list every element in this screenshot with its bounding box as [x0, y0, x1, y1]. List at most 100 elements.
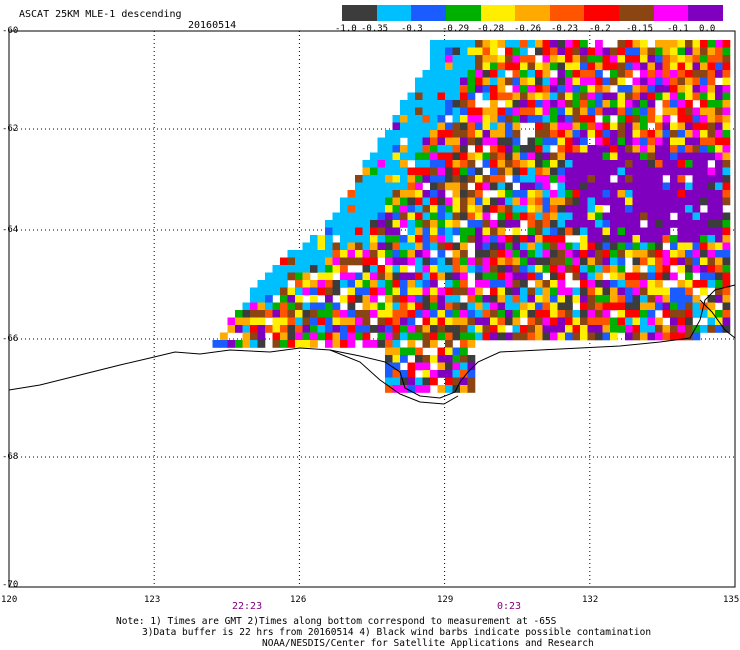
swath-cell — [557, 317, 566, 326]
swath-cell — [677, 100, 686, 108]
swath-cell — [452, 152, 461, 161]
swath-cell — [602, 137, 611, 146]
swath-cell — [557, 272, 566, 281]
swath-cell — [692, 92, 701, 101]
swath-cell — [362, 317, 371, 326]
swath-cell — [587, 220, 596, 228]
swath-cell — [445, 145, 453, 153]
swath-cell — [550, 77, 558, 86]
swath-cell — [287, 250, 296, 258]
swath-cell — [580, 205, 588, 213]
swath-cell — [550, 287, 558, 296]
swath-cell — [655, 332, 663, 341]
swath-cell — [355, 235, 363, 243]
swath-cell — [490, 250, 498, 258]
swath-cell — [655, 235, 663, 243]
swath-cell — [520, 302, 528, 311]
swath-cell — [437, 40, 446, 48]
swath-cell — [640, 100, 648, 108]
swath-cell — [302, 272, 311, 281]
swath-cell — [355, 175, 363, 183]
swath-cell — [497, 287, 506, 296]
swath-cell — [437, 137, 446, 146]
swath-cell — [700, 107, 708, 116]
swath-cell — [437, 205, 446, 213]
swath-cell — [580, 145, 588, 153]
swath-cell — [385, 220, 393, 228]
swath-cell — [700, 257, 708, 266]
swath-cell — [400, 385, 408, 393]
swath-cell — [692, 160, 701, 168]
swath-cell — [460, 317, 468, 326]
swath-cell — [655, 175, 663, 183]
swath-cell — [392, 227, 401, 236]
swath-cell — [295, 317, 303, 326]
swath-cell — [617, 212, 626, 221]
swath-cell — [512, 287, 521, 296]
swath-cell — [490, 175, 498, 183]
swath-cell — [512, 295, 521, 303]
swath-cell — [640, 152, 648, 161]
swath-cell — [557, 235, 566, 243]
swath-cell — [385, 190, 393, 198]
swath-cell — [595, 47, 603, 56]
swath-cell — [430, 370, 438, 378]
swath-cell — [377, 250, 386, 258]
swath-cell — [370, 220, 378, 228]
swath-cell — [280, 287, 288, 296]
swath-cell — [385, 197, 393, 206]
swath-cell — [362, 295, 371, 303]
swath-cell — [655, 302, 663, 311]
swath-cell — [580, 122, 588, 131]
swath-cell — [347, 220, 356, 228]
swath-cell — [535, 295, 543, 303]
swath-cell — [362, 197, 371, 206]
swath-cell — [677, 145, 686, 153]
swath-cell — [542, 250, 551, 258]
swath-cell — [505, 332, 513, 341]
swath-cell — [392, 190, 401, 198]
swath-cell — [677, 310, 686, 318]
legend-swatch — [480, 5, 516, 21]
swath-cell — [700, 182, 708, 191]
swath-cell — [662, 227, 671, 236]
swath-cell — [437, 272, 446, 281]
swath-cell — [707, 40, 716, 48]
swath-cell — [452, 122, 461, 131]
swath-cell — [445, 220, 453, 228]
swath-cell — [610, 242, 618, 251]
swath-cell — [602, 47, 611, 56]
swath-cell — [610, 220, 618, 228]
swath-cell — [707, 295, 716, 303]
swath-cell — [550, 280, 558, 288]
swath-cell — [572, 115, 581, 123]
swath-cell — [400, 107, 408, 116]
swath-cell — [512, 250, 521, 258]
swath-cell — [580, 137, 588, 146]
swath-cell — [640, 287, 648, 296]
swath-cell — [707, 235, 716, 243]
swath-cell — [707, 107, 716, 116]
swath-cell — [445, 377, 453, 386]
swath-cell — [700, 175, 708, 183]
swath-cell — [685, 62, 693, 71]
swath-cell — [677, 220, 686, 228]
swath-cell — [370, 167, 378, 176]
swath-cell — [632, 250, 641, 258]
swath-cell — [497, 40, 506, 48]
swath-cell — [422, 85, 431, 93]
swath-cell — [415, 310, 423, 318]
swath-cell — [565, 130, 573, 138]
swath-cell — [422, 280, 431, 288]
swath-cell — [377, 152, 386, 161]
swath-cell — [415, 92, 423, 101]
swath-cell — [527, 70, 536, 78]
swath-cell — [542, 77, 551, 86]
swath-cell — [512, 242, 521, 251]
swath-cell — [377, 160, 386, 168]
swath-cell — [685, 257, 693, 266]
swath-cell — [512, 265, 521, 273]
swath-cell — [257, 310, 266, 318]
swath-cell — [415, 325, 423, 333]
swath-cell — [385, 377, 393, 386]
